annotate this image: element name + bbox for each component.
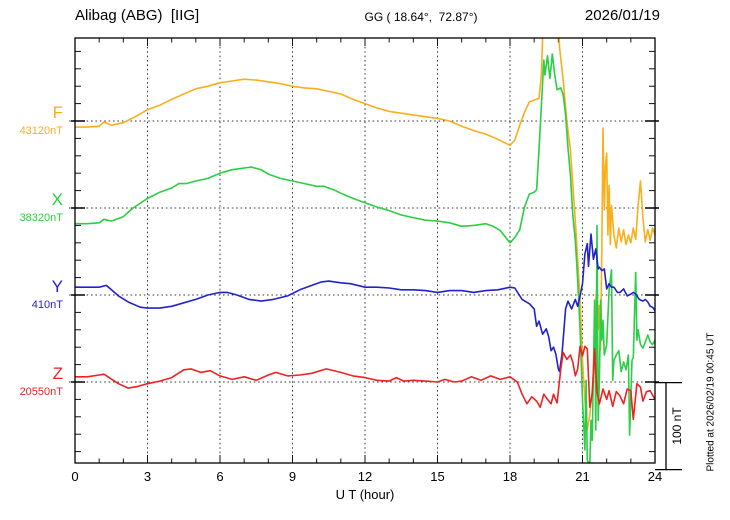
x-tick-label: 15: [430, 469, 445, 484]
component-baseline-value-y: 410nT: [31, 299, 63, 311]
series-Y-curve: [75, 233, 655, 373]
component-baseline-value-z: 20550nT: [19, 386, 63, 398]
x-tick-label: 3: [143, 469, 152, 484]
x-axis-title: U T (hour): [335, 487, 395, 502]
x-tick-label: 12: [357, 469, 373, 484]
scale-bar-label: 100 nT: [670, 407, 684, 445]
component-label-z: Z: [52, 364, 63, 383]
x-tick-label: 9: [288, 469, 297, 484]
component-label-f: F: [52, 103, 63, 122]
component-label-y: Y: [51, 277, 63, 296]
series-Z-curve: [75, 345, 655, 421]
x-tick-label: 18: [502, 469, 518, 484]
station-title: Alibag (ABG) [IIG]: [75, 7, 200, 24]
x-tick-label: 0: [71, 469, 79, 484]
plot-date: 2026/01/19: [584, 7, 660, 24]
x-tick-label: 24: [647, 469, 663, 484]
component-baseline-value-x: 38320nT: [19, 212, 63, 224]
x-tick-label: 21: [575, 469, 590, 484]
series-X-curve: [75, 53, 655, 463]
component-baseline-value-f: 43120nT: [19, 125, 63, 137]
series-F-curve: [75, 38, 655, 431]
component-label-x: X: [51, 190, 63, 209]
plotted-at-watermark: Plotted at 2026/02/19 00:45 UT: [705, 332, 717, 472]
geographic-coordinates: GG ( 18.64°, 72.87°): [364, 10, 478, 24]
x-tick-label: 6: [216, 469, 224, 484]
